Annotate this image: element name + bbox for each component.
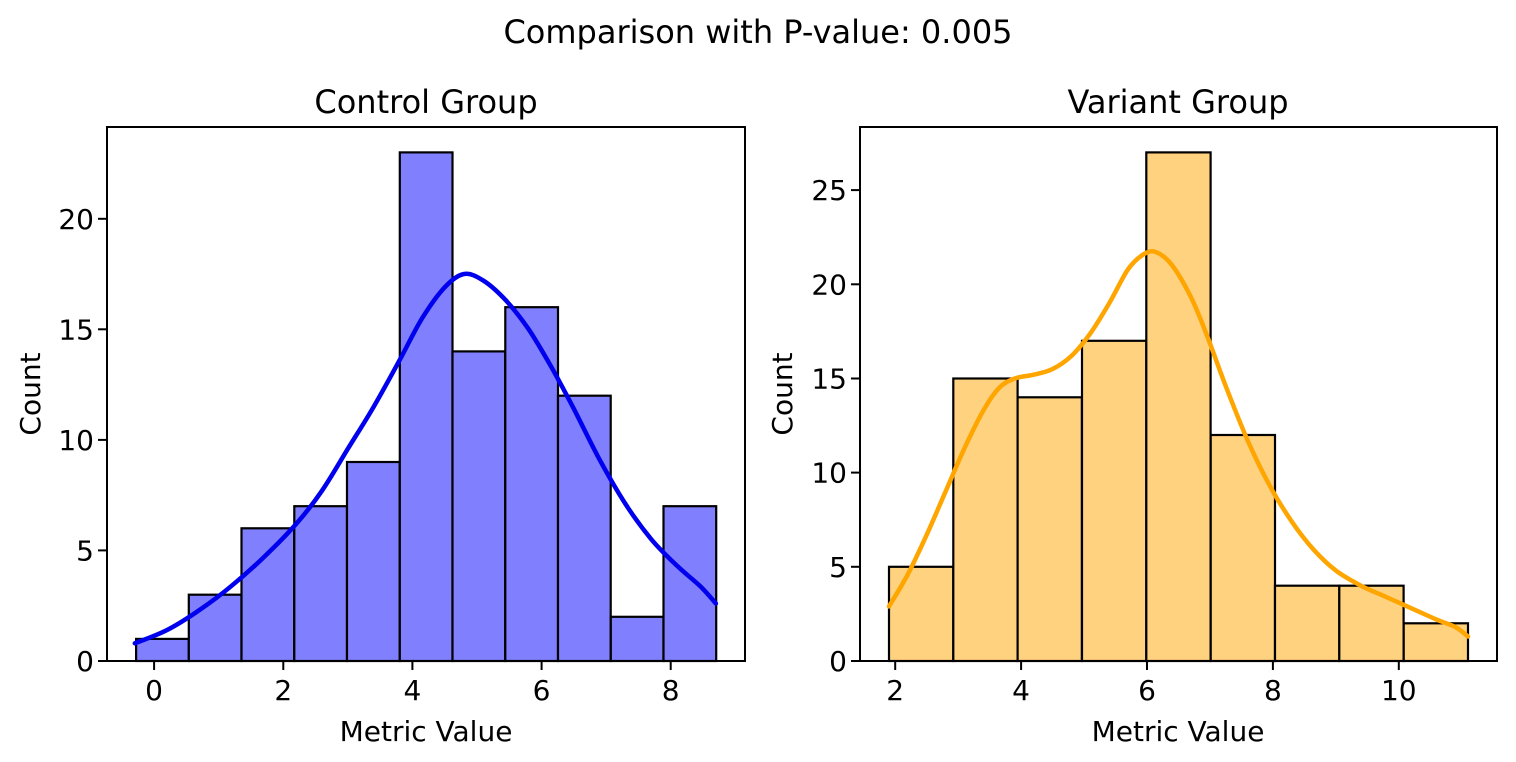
plot-content — [132, 151, 719, 663]
histogram-bar — [1209, 433, 1277, 663]
x-tick-label: 8 — [662, 674, 680, 707]
axis-ticks: 2 4 6 8 10 0 5 10 15 20 25 — [811, 174, 1416, 707]
axis-ticks: 0 2 4 6 8 0 5 10 15 20 — [58, 203, 679, 707]
y-tick-label: 25 — [811, 174, 847, 207]
y-tick-label: 20 — [58, 203, 94, 236]
x-tick-label: 2 — [274, 674, 292, 707]
y-axis-label: Count — [766, 352, 799, 435]
histogram-bar — [1145, 151, 1212, 663]
histogram-bar — [556, 394, 612, 663]
figure-suptitle: Comparison with P-value: 0.005 — [503, 13, 1013, 51]
x-axis-label: Metric Value — [340, 715, 513, 748]
y-axis-label: Count — [14, 352, 47, 435]
y-tick-label: 10 — [811, 457, 847, 490]
plot-content — [886, 151, 1471, 663]
plot-frame — [106, 126, 746, 662]
kde-curve — [886, 249, 1471, 639]
histogram-bar — [398, 151, 454, 663]
plot-frame — [859, 126, 1498, 662]
x-tick-label: 4 — [403, 674, 421, 707]
y-tick-label: 5 — [76, 534, 94, 567]
y-tick-label: 20 — [811, 268, 847, 301]
y-tick-label: 5 — [829, 551, 847, 584]
histogram-bar — [187, 593, 243, 663]
y-tick-label: 0 — [829, 645, 847, 678]
histogram-bar — [1273, 584, 1341, 663]
x-tick-label: 4 — [1012, 674, 1030, 707]
histogram-bar — [887, 565, 955, 663]
x-tick-label: 10 — [1381, 674, 1417, 707]
histogram-bar — [345, 460, 401, 663]
y-tick-label: 0 — [76, 645, 94, 678]
histogram-bar — [1016, 396, 1084, 663]
histogram-bar — [293, 505, 349, 663]
histogram-bar — [609, 615, 665, 663]
y-tick-label: 15 — [58, 313, 94, 346]
histogram-bar — [451, 350, 507, 663]
chart-title: Variant Group — [1067, 83, 1288, 121]
x-tick-label: 8 — [1264, 674, 1282, 707]
x-tick-label: 2 — [886, 674, 904, 707]
variant-group-chart: 2 4 6 8 10 0 5 10 15 20 25 Variant Group Metric Va… — [766, 83, 1498, 748]
y-tick-label: 15 — [811, 363, 847, 396]
histogram-bar — [1080, 339, 1148, 663]
x-tick-label: 6 — [1138, 674, 1156, 707]
x-axis-label: Metric Value — [1092, 715, 1265, 748]
histogram-bar — [952, 377, 1019, 663]
x-tick-label: 0 — [145, 674, 163, 707]
x-tick-label: 6 — [533, 674, 551, 707]
kde-curve — [132, 271, 719, 646]
histogram-bar — [662, 505, 718, 663]
histogram-bar — [240, 527, 296, 663]
histogram-bar — [1338, 584, 1405, 663]
chart-title: Control Group — [314, 83, 537, 121]
y-tick-label: 10 — [58, 424, 94, 457]
control-group-chart: 0 2 4 6 8 0 5 10 15 20 Control Group Metric Value… — [14, 83, 746, 748]
histogram-bar — [135, 637, 190, 663]
